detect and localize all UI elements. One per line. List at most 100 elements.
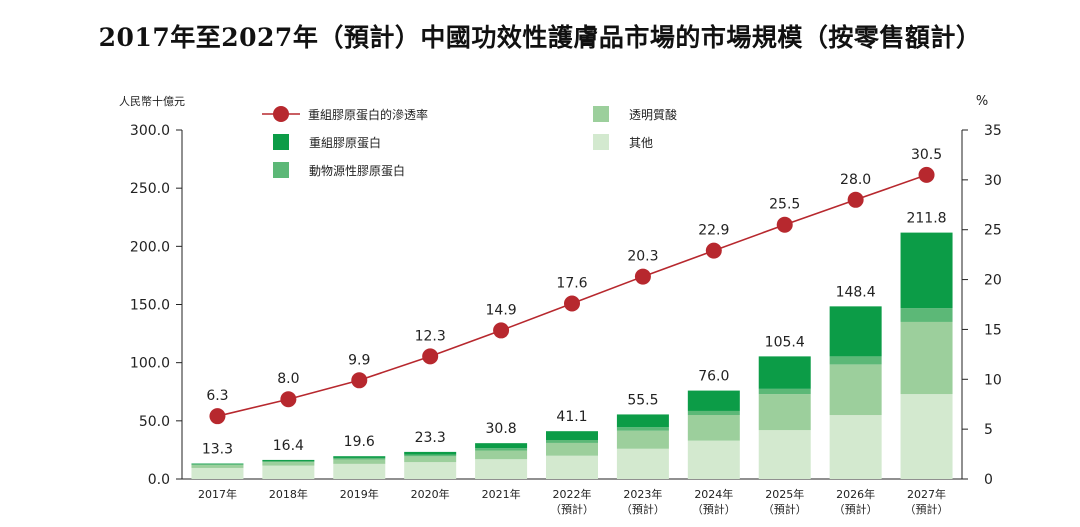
- left-tick-label: 200.0: [130, 239, 170, 255]
- penetration-label: 9.9: [348, 352, 370, 368]
- bar-segment: [900, 232, 953, 309]
- bar-segment: [616, 448, 669, 479]
- bar-segment: [687, 390, 740, 411]
- x-tick-sublabel: （預計）: [621, 502, 665, 516]
- bar-segment: [616, 414, 669, 428]
- bar-segment: [404, 454, 457, 457]
- legend-swatch: [593, 106, 609, 122]
- bar-segment: [900, 394, 953, 479]
- x-tick-label: 2017年: [198, 487, 237, 501]
- penetration-point: [776, 216, 793, 233]
- bar-segment: [758, 430, 811, 479]
- bar-segment: [333, 459, 386, 464]
- penetration-label: 25.5: [769, 197, 800, 213]
- bar-total-label: 30.8: [486, 421, 517, 437]
- bar-segment: [616, 430, 669, 449]
- bar-segment: [404, 462, 457, 479]
- penetration-label: 30.5: [911, 147, 942, 163]
- penetration-label: 20.3: [627, 249, 658, 265]
- bar-segment: [191, 465, 244, 468]
- bar-total-label: 19.6: [344, 434, 375, 450]
- bar-segment: [829, 415, 882, 479]
- penetration-label: 14.9: [486, 302, 517, 318]
- bar-segment: [262, 459, 315, 461]
- bar-segment: [546, 455, 598, 479]
- bar-segment: [616, 427, 669, 431]
- penetration-label: 8.0: [277, 371, 299, 387]
- bar-total-label: 148.4: [836, 284, 876, 300]
- penetration-point: [705, 242, 722, 259]
- bar-segment: [475, 448, 528, 451]
- bar-segment: [687, 415, 740, 441]
- penetration-point: [493, 322, 510, 339]
- right-tick-label: 15: [984, 322, 1002, 338]
- x-tick-label: 2026年: [836, 487, 875, 501]
- penetration-point: [422, 348, 439, 365]
- bar-segment: [900, 321, 953, 395]
- bar-total-label: 76.0: [698, 369, 729, 385]
- x-tick-label: 2023年: [623, 487, 662, 501]
- bar-segment: [900, 308, 953, 322]
- right-tick-label: 20: [984, 273, 1002, 289]
- bars: 13.3 16.4 19.6 23.3 30.8 41.1 55.5 76.0 105.4 148…: [191, 211, 953, 479]
- bar-total-label: 55.5: [627, 392, 658, 408]
- right-tick-label: 0: [984, 472, 993, 488]
- legend-label: 透明質酸: [629, 107, 677, 122]
- bar-segment: [829, 356, 882, 365]
- legend-swatch: [273, 162, 289, 178]
- bar-segment: [829, 364, 882, 416]
- bar-segment: [262, 460, 315, 463]
- penetration-point: [918, 166, 935, 183]
- penetration-line: 6.3 8.0 9.9 12.3 14.9 17.6 20.3 22.9 25.5 28.0 30.…: [206, 147, 942, 425]
- penetration-point: [209, 408, 226, 425]
- penetration-label: 28.0: [840, 172, 871, 188]
- bar-segment: [191, 464, 244, 466]
- penetration-label: 22.9: [698, 223, 729, 239]
- penetration-point: [564, 295, 580, 312]
- x-tick-label: 2025年: [765, 487, 804, 501]
- bar-segment: [475, 450, 528, 460]
- left-tick-label: 100.0: [130, 356, 170, 372]
- x-tick-label: 2018年: [269, 487, 308, 501]
- bar-total-label: 13.3: [202, 442, 233, 458]
- right-unit-label: %: [976, 94, 988, 109]
- right-tick-label: 5: [984, 422, 993, 438]
- bar-segment: [475, 443, 528, 449]
- x-tick-label: 2022年: [553, 487, 592, 501]
- bar-total-label: 23.3: [415, 430, 446, 446]
- x-tick-sublabel: （預計）: [834, 502, 878, 516]
- x-tick-label: 2020年: [411, 487, 450, 501]
- right-tick-label: 10: [984, 372, 1002, 388]
- axes: 0.0 50.0 100.0 150.0 200.0 250.0 300.0 0 5 10 15 20…: [119, 94, 1002, 516]
- left-unit-label: 人民幣十億元: [119, 94, 185, 108]
- bar-total-label: 105.4: [765, 334, 805, 350]
- bar-total-label: 211.8: [906, 211, 946, 227]
- bar-segment: [333, 456, 386, 458]
- x-tick-label: 2019年: [340, 487, 379, 501]
- legend-label: 其他: [629, 136, 653, 150]
- x-tick-sublabel: （預計）: [905, 502, 949, 516]
- bar-segment: [333, 463, 386, 479]
- legend-label: 動物源性膠原蛋白: [309, 163, 405, 178]
- bar-segment: [687, 410, 740, 416]
- x-tick-sublabel: （預計）: [550, 502, 594, 516]
- right-tick-label: 35: [984, 123, 1002, 139]
- bar-segment: [758, 394, 811, 431]
- bar-segment: [404, 451, 457, 455]
- x-tick-label: 2027年: [907, 487, 946, 501]
- right-tick-label: 25: [984, 223, 1002, 239]
- penetration-label: 6.3: [206, 388, 228, 404]
- legend-swatch: [593, 134, 609, 150]
- bar-segment: [191, 463, 244, 465]
- bar-segment: [758, 356, 811, 389]
- left-tick-label: 250.0: [130, 181, 170, 197]
- legend-line-marker: [273, 106, 289, 122]
- x-tick-label: 2021年: [482, 487, 521, 501]
- penetration-point: [351, 372, 368, 389]
- bar-segment: [687, 440, 740, 479]
- penetration-label: 12.3: [415, 328, 446, 344]
- bar-segment: [546, 440, 598, 443]
- legend-label: 重組膠原蛋白: [309, 135, 381, 150]
